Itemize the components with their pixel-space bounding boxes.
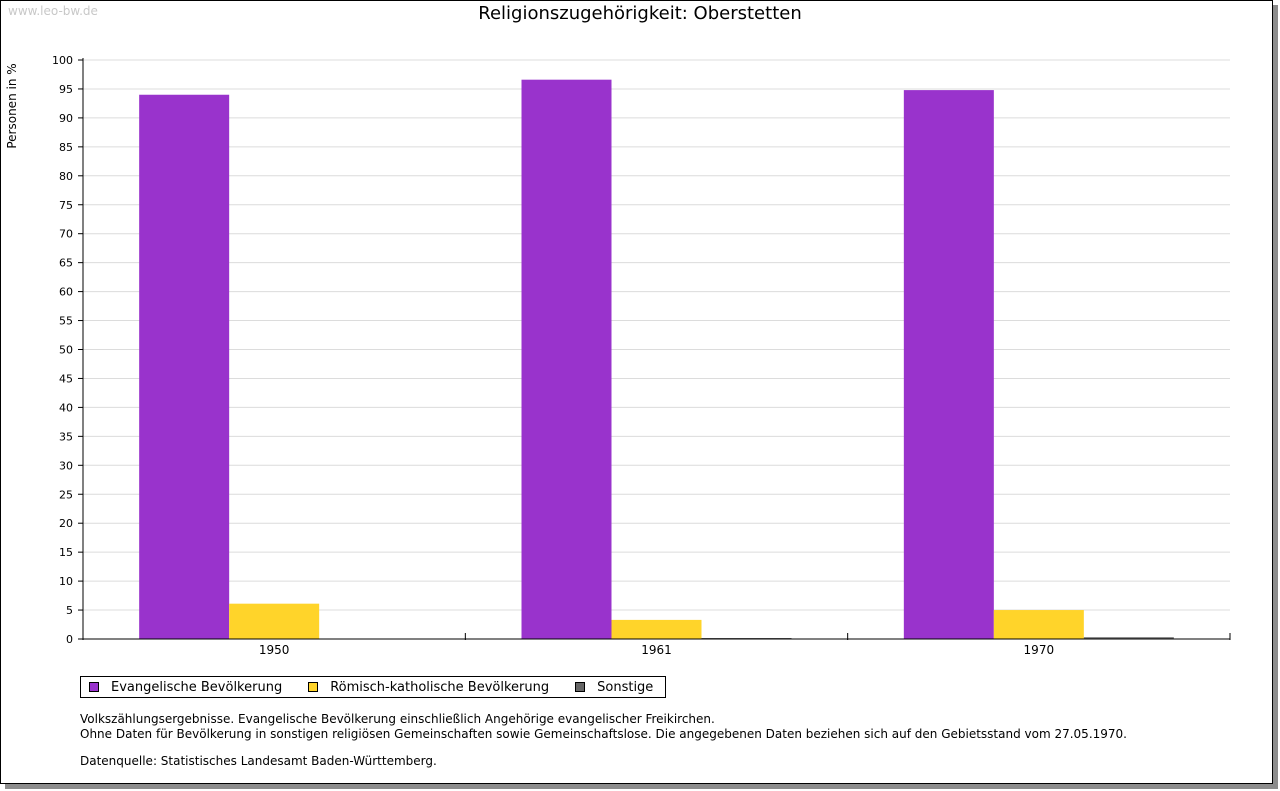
- bar-römisch-1970: [993, 610, 1084, 639]
- y-tick-label: 35: [59, 430, 73, 443]
- footnote-line-2: Ohne Daten für Bevölkerung in sonstigen …: [80, 727, 1127, 741]
- y-tick-label: 60: [59, 286, 73, 299]
- legend-swatch-evangelisch: [89, 682, 99, 692]
- y-tick-label: 15: [59, 546, 73, 559]
- x-tick-label-1961: 1961: [641, 643, 672, 657]
- y-tick-label: 100: [52, 54, 73, 67]
- y-tick-label: 20: [59, 517, 73, 530]
- y-tick-label: 85: [59, 141, 73, 154]
- y-tick-label: 90: [59, 112, 73, 125]
- y-tick-label: 75: [59, 199, 73, 212]
- y-tick-label: 55: [59, 315, 73, 328]
- bar-evangelische-1961: [521, 79, 612, 640]
- source-note: Datenquelle: Statistisches Landesamt Bad…: [80, 754, 437, 768]
- legend: Evangelische Bevölkerung Römisch-katholi…: [80, 676, 667, 698]
- axes: [78, 58, 1231, 640]
- gridlines: [83, 59, 1230, 611]
- footnotes: Volkszählungsergebnisse. Evangelische Be…: [80, 712, 1127, 769]
- legend-label-evangelisch: Evangelische Bevölkerung: [111, 679, 283, 695]
- y-tick-label: 10: [59, 575, 73, 588]
- y-tick-label: 70: [59, 228, 73, 241]
- y-tick-label: 50: [59, 344, 73, 357]
- watermark: www.leo-bw.de: [8, 4, 98, 18]
- tick-labels: 0 5 10 15 20 25 30 35 40 45 50 55 60 65 70 75 80 85 90 95 10…: [52, 54, 1054, 657]
- x-tick-label-1970: 1970: [1024, 643, 1055, 657]
- legend-item-katholisch: Römisch-katholische Bevölkerung: [308, 680, 549, 695]
- y-tick-label: 30: [59, 459, 73, 472]
- y-tick-label: 5: [66, 604, 73, 617]
- chart-title: Religionszugehörigkeit: Oberstetten: [478, 3, 802, 24]
- y-tick-label: 25: [59, 488, 73, 501]
- y-tick-label: 80: [59, 170, 73, 183]
- legend-swatch-sonstige: [575, 682, 586, 692]
- y-tick-label: 65: [59, 257, 73, 270]
- bar-römisch-1950: [229, 603, 320, 639]
- footnote-line-1: Volkszählungsergebnisse. Evangelische Be…: [80, 712, 715, 726]
- bar-sonstige-1970: [1083, 637, 1174, 639]
- legend-label-katholisch: Römisch-katholische Bevölkerung: [330, 679, 550, 695]
- bars: [139, 79, 1174, 640]
- bar-evangelische-1950: [139, 94, 230, 640]
- x-tick-label-1950: 1950: [259, 643, 290, 657]
- legend-swatch-katholisch: [308, 682, 319, 692]
- y-axis-label: Personen in %: [5, 63, 19, 148]
- legend-label-sonstige: Sonstige: [597, 679, 654, 695]
- y-tick-label: 40: [59, 401, 73, 414]
- y-tick-label: 95: [59, 83, 73, 96]
- legend-item-evangelisch: Evangelische Bevölkerung: [89, 680, 282, 695]
- y-tick-label: 45: [59, 372, 73, 385]
- y-tick-label: 0: [66, 633, 73, 646]
- bar-evangelische-1970: [903, 90, 994, 639]
- bar-römisch-1961: [611, 619, 702, 639]
- legend-item-sonstige: Sonstige: [575, 680, 653, 695]
